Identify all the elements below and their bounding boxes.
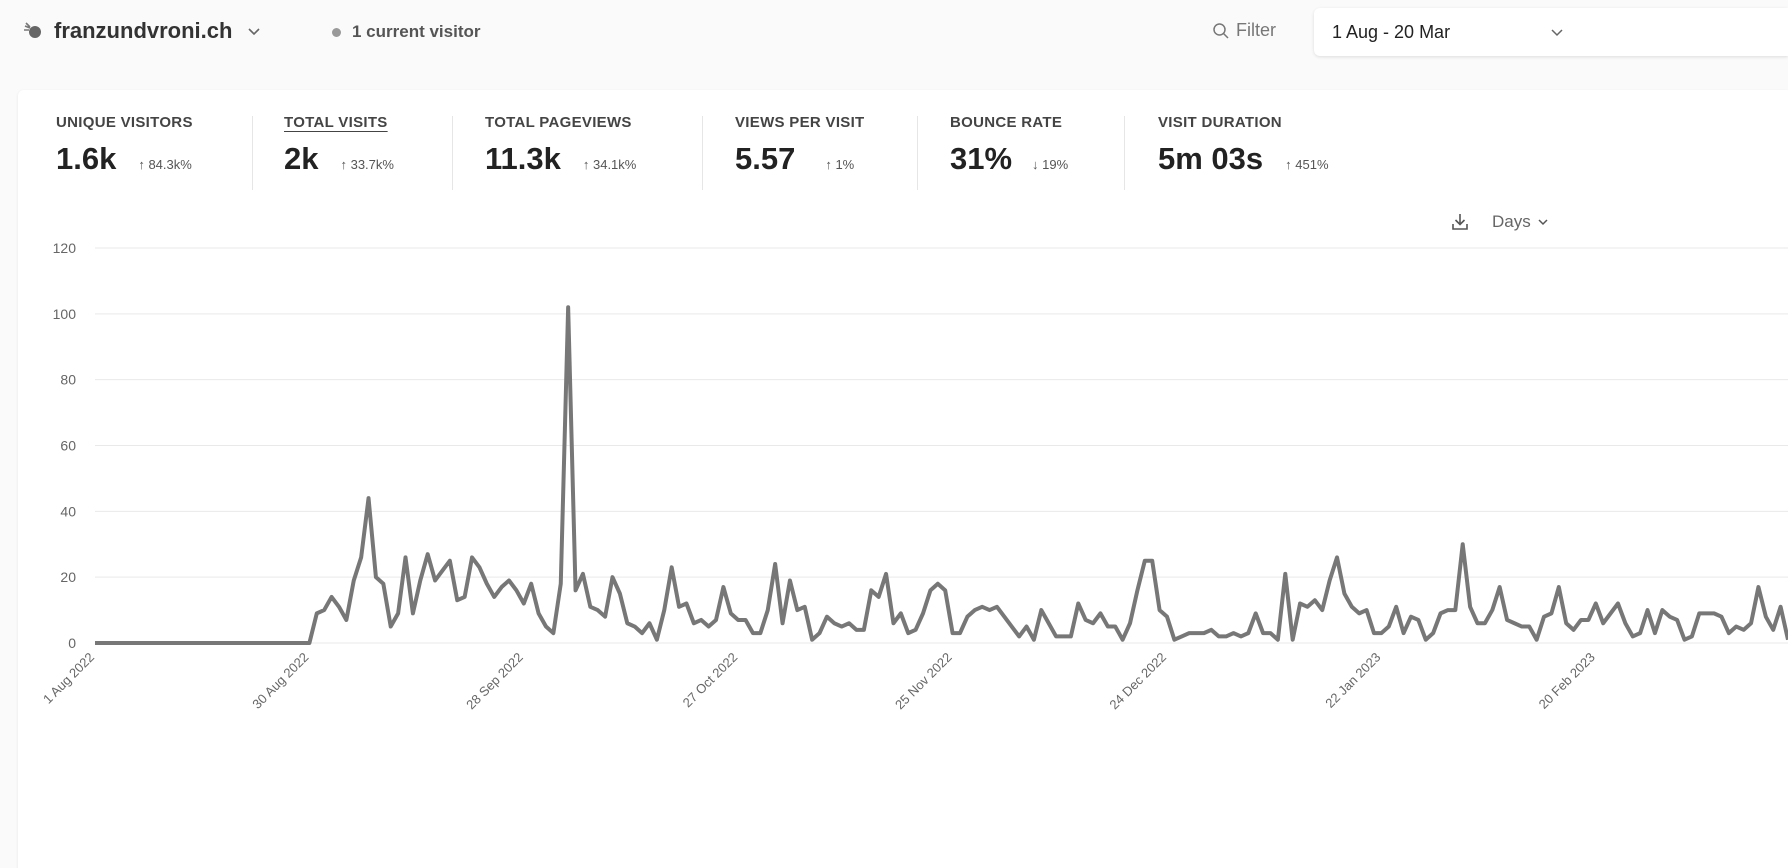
visits-chart: 0 20 40 60 80 100 120 1 Aug 2022 30 Aug 2022 28 S…: [40, 240, 1788, 713]
current-visitors-label: 1 current visitor: [352, 22, 481, 41]
filter-label: Filter: [1236, 20, 1276, 40]
stat-value: 5m 03s: [1158, 141, 1264, 176]
stat-unique-visitors[interactable]: UNIQUE VISITORS 1.6k ↑ 84.3k%: [56, 114, 193, 177]
chevron-down-icon: [248, 28, 261, 36]
stat-value: 1.6k: [56, 141, 117, 176]
stat-total-pageviews[interactable]: TOTAL PAGEVIEWS 11.3k ↑ 34.1k%: [485, 114, 636, 177]
y-tick-label: 0: [68, 635, 76, 651]
series-line[interactable]: [95, 305, 1788, 645]
stat-label: UNIQUE VISITORS: [56, 114, 193, 131]
stat-divider: [252, 116, 253, 190]
stat-label: TOTAL PAGEVIEWS: [485, 114, 632, 131]
stat-divider: [1124, 116, 1125, 190]
interval-selector[interactable]: Days: [1492, 212, 1549, 232]
y-tick-label: 40: [60, 503, 76, 519]
stat-views-per-visit[interactable]: VIEWS PER VISIT 5.57 ↑ 1%: [735, 114, 865, 177]
site-favicon-icon: [24, 22, 41, 38]
stat-label: VISIT DURATION: [1158, 114, 1282, 131]
x-tick-label: 22 Jan 2023: [1322, 650, 1383, 711]
stat-label: TOTAL VISITS: [284, 114, 388, 131]
stat-value: 2k: [284, 141, 319, 176]
chart-toolbar: Days: [1450, 212, 1549, 232]
stat-divider: [452, 116, 453, 190]
date-range-label: 1 Aug - 20 Mar: [1332, 21, 1451, 42]
date-range-picker[interactable]: 1 Aug - 20 Mar: [1314, 8, 1788, 56]
y-tick-label: 20: [60, 569, 76, 585]
chevron-down-icon: [1538, 219, 1548, 226]
stat-bounce-rate[interactable]: BOUNCE RATE 31% ↓ 19%: [950, 114, 1068, 177]
interval-label: Days: [1492, 212, 1531, 231]
y-tick-label: 120: [53, 240, 77, 256]
site-switcher[interactable]: franzundvroni.ch: [22, 18, 262, 44]
search-icon: [1213, 22, 1229, 39]
stat-change: ↑ 33.7k%: [340, 157, 394, 172]
x-tick-label: 30 Aug 2022: [249, 650, 311, 712]
stat-change: ↑ 451%: [1285, 157, 1329, 172]
stat-change: ↓ 19%: [1032, 157, 1069, 172]
x-tick-label: 1 Aug 2022: [40, 650, 97, 707]
site-name: franzundvroni.ch: [54, 18, 233, 43]
stat-divider: [702, 116, 703, 190]
x-tick-label: 20 Feb 2023: [1536, 650, 1598, 712]
stat-divider: [917, 116, 918, 190]
stat-change: ↑ 34.1k%: [582, 157, 637, 172]
stat-label: BOUNCE RATE: [950, 114, 1063, 131]
y-tick-label: 60: [60, 438, 76, 454]
live-dot-icon: [332, 27, 341, 37]
x-tick-label: 28 Sep 2022: [463, 650, 526, 713]
x-tick-label: 25 Nov 2022: [892, 650, 955, 713]
top-bar: franzundvroni.ch 1 current visitor Filte…: [0, 0, 1788, 70]
filter-button[interactable]: Filter: [1212, 20, 1276, 41]
stat-change: ↑ 1%: [825, 157, 855, 172]
x-tick-label: 24 Dec 2022: [1106, 650, 1169, 713]
dashboard-card: UNIQUE VISITORS 1.6k ↑ 84.3k% TOTAL VISI…: [18, 90, 1788, 868]
chevron-down-icon: [1551, 29, 1563, 37]
stat-change: ↑ 84.3k%: [138, 157, 192, 172]
stat-label: VIEWS PER VISIT: [735, 114, 865, 131]
current-visitors[interactable]: 1 current visitor: [332, 22, 481, 42]
stat-value: 5.57: [735, 141, 796, 176]
x-tick-label: 27 Oct 2022: [680, 650, 741, 711]
stat-value: 11.3k: [485, 141, 561, 176]
y-tick-label: 100: [53, 306, 77, 322]
stat-total-visits[interactable]: TOTAL VISITS 2k ↑ 33.7k%: [284, 114, 394, 177]
stat-value: 31%: [950, 141, 1013, 176]
stat-visit-duration[interactable]: VISIT DURATION 5m 03s ↑ 451%: [1158, 114, 1329, 177]
download-icon[interactable]: [1450, 212, 1470, 232]
y-tick-label: 80: [60, 372, 76, 388]
